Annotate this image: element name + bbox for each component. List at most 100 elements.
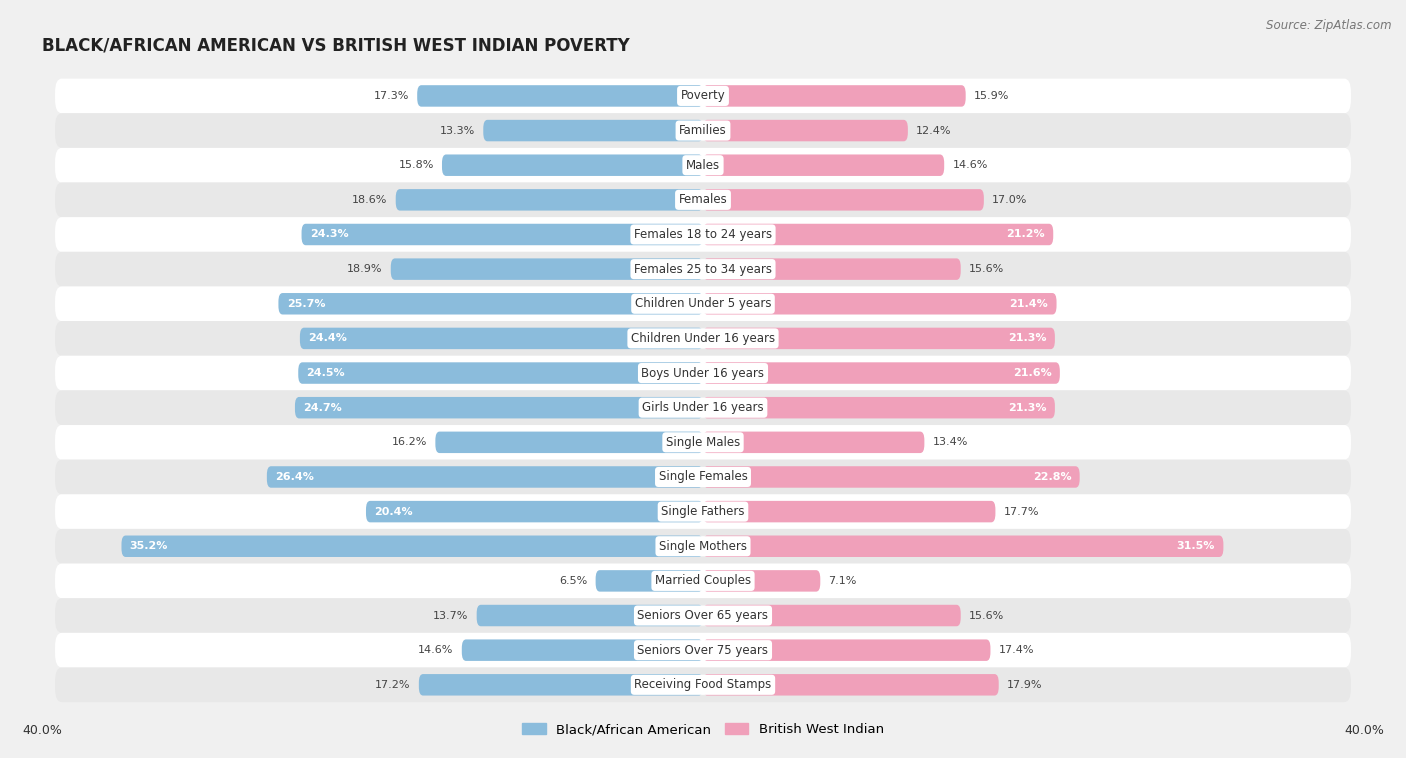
Text: BLACK/AFRICAN AMERICAN VS BRITISH WEST INDIAN POVERTY: BLACK/AFRICAN AMERICAN VS BRITISH WEST I… <box>42 36 630 55</box>
FancyBboxPatch shape <box>703 155 945 176</box>
FancyBboxPatch shape <box>461 640 703 661</box>
Text: 18.6%: 18.6% <box>352 195 388 205</box>
Text: 13.4%: 13.4% <box>932 437 967 447</box>
FancyBboxPatch shape <box>436 431 703 453</box>
Text: 13.7%: 13.7% <box>433 610 468 621</box>
FancyBboxPatch shape <box>703 570 820 592</box>
Text: 24.7%: 24.7% <box>304 402 342 412</box>
FancyBboxPatch shape <box>121 535 703 557</box>
FancyBboxPatch shape <box>703 466 1080 487</box>
FancyBboxPatch shape <box>298 362 703 384</box>
Text: 22.8%: 22.8% <box>1033 472 1071 482</box>
Text: 17.2%: 17.2% <box>375 680 411 690</box>
FancyBboxPatch shape <box>55 183 1351 218</box>
Text: Poverty: Poverty <box>681 89 725 102</box>
FancyBboxPatch shape <box>299 327 703 349</box>
FancyBboxPatch shape <box>703 605 960 626</box>
FancyBboxPatch shape <box>55 494 1351 529</box>
FancyBboxPatch shape <box>55 390 1351 425</box>
FancyBboxPatch shape <box>419 674 703 696</box>
FancyBboxPatch shape <box>55 459 1351 494</box>
Text: 24.4%: 24.4% <box>308 334 347 343</box>
Text: 24.5%: 24.5% <box>307 368 344 378</box>
Text: 21.4%: 21.4% <box>1010 299 1049 309</box>
FancyBboxPatch shape <box>55 321 1351 356</box>
FancyBboxPatch shape <box>703 293 1056 315</box>
Text: 21.6%: 21.6% <box>1012 368 1052 378</box>
Text: 15.6%: 15.6% <box>969 610 1004 621</box>
Text: Girls Under 16 years: Girls Under 16 years <box>643 401 763 414</box>
FancyBboxPatch shape <box>703 640 990 661</box>
FancyBboxPatch shape <box>55 148 1351 183</box>
FancyBboxPatch shape <box>703 120 908 141</box>
Text: 24.3%: 24.3% <box>309 230 349 240</box>
FancyBboxPatch shape <box>55 252 1351 287</box>
FancyBboxPatch shape <box>477 605 703 626</box>
Text: Seniors Over 75 years: Seniors Over 75 years <box>637 644 769 656</box>
FancyBboxPatch shape <box>703 431 924 453</box>
Text: 15.8%: 15.8% <box>398 160 433 171</box>
Text: 21.3%: 21.3% <box>1008 402 1046 412</box>
Text: Females 18 to 24 years: Females 18 to 24 years <box>634 228 772 241</box>
FancyBboxPatch shape <box>55 598 1351 633</box>
FancyBboxPatch shape <box>703 189 984 211</box>
FancyBboxPatch shape <box>703 362 1060 384</box>
Text: 13.3%: 13.3% <box>440 126 475 136</box>
FancyBboxPatch shape <box>55 633 1351 668</box>
Text: Source: ZipAtlas.com: Source: ZipAtlas.com <box>1267 19 1392 32</box>
Text: 6.5%: 6.5% <box>560 576 588 586</box>
FancyBboxPatch shape <box>703 327 1054 349</box>
Text: Receiving Food Stamps: Receiving Food Stamps <box>634 678 772 691</box>
Text: Seniors Over 65 years: Seniors Over 65 years <box>637 609 769 622</box>
Text: Males: Males <box>686 158 720 172</box>
Text: Single Fathers: Single Fathers <box>661 505 745 518</box>
Text: Families: Families <box>679 124 727 137</box>
FancyBboxPatch shape <box>366 501 703 522</box>
Legend: Black/African American, British West Indian: Black/African American, British West Ind… <box>517 717 889 741</box>
FancyBboxPatch shape <box>703 258 960 280</box>
FancyBboxPatch shape <box>596 570 703 592</box>
Text: Married Couples: Married Couples <box>655 575 751 587</box>
FancyBboxPatch shape <box>55 113 1351 148</box>
Text: 7.1%: 7.1% <box>828 576 856 586</box>
FancyBboxPatch shape <box>55 356 1351 390</box>
Text: 12.4%: 12.4% <box>917 126 952 136</box>
FancyBboxPatch shape <box>55 79 1351 113</box>
Text: 21.2%: 21.2% <box>1007 230 1045 240</box>
FancyBboxPatch shape <box>395 189 703 211</box>
Text: 31.5%: 31.5% <box>1177 541 1215 551</box>
Text: 18.9%: 18.9% <box>347 264 382 274</box>
FancyBboxPatch shape <box>55 529 1351 563</box>
Text: 21.3%: 21.3% <box>1008 334 1046 343</box>
FancyBboxPatch shape <box>55 563 1351 598</box>
Text: 17.3%: 17.3% <box>374 91 409 101</box>
Text: 25.7%: 25.7% <box>287 299 325 309</box>
FancyBboxPatch shape <box>295 397 703 418</box>
Text: 17.9%: 17.9% <box>1007 680 1042 690</box>
Text: Children Under 5 years: Children Under 5 years <box>634 297 772 310</box>
FancyBboxPatch shape <box>267 466 703 487</box>
Text: Boys Under 16 years: Boys Under 16 years <box>641 367 765 380</box>
Text: 14.6%: 14.6% <box>952 160 988 171</box>
Text: 17.0%: 17.0% <box>993 195 1028 205</box>
Text: 15.6%: 15.6% <box>969 264 1004 274</box>
FancyBboxPatch shape <box>278 293 703 315</box>
Text: 16.2%: 16.2% <box>392 437 427 447</box>
Text: Single Mothers: Single Mothers <box>659 540 747 553</box>
Text: 20.4%: 20.4% <box>374 506 413 517</box>
FancyBboxPatch shape <box>55 218 1351 252</box>
Text: Females: Females <box>679 193 727 206</box>
FancyBboxPatch shape <box>703 224 1053 246</box>
Text: 15.9%: 15.9% <box>974 91 1010 101</box>
FancyBboxPatch shape <box>418 85 703 107</box>
Text: Females 25 to 34 years: Females 25 to 34 years <box>634 262 772 276</box>
Text: 26.4%: 26.4% <box>276 472 314 482</box>
Text: Children Under 16 years: Children Under 16 years <box>631 332 775 345</box>
FancyBboxPatch shape <box>703 501 995 522</box>
Text: 35.2%: 35.2% <box>129 541 169 551</box>
FancyBboxPatch shape <box>703 674 998 696</box>
FancyBboxPatch shape <box>703 535 1223 557</box>
FancyBboxPatch shape <box>55 287 1351 321</box>
Text: Single Males: Single Males <box>666 436 740 449</box>
FancyBboxPatch shape <box>55 425 1351 459</box>
